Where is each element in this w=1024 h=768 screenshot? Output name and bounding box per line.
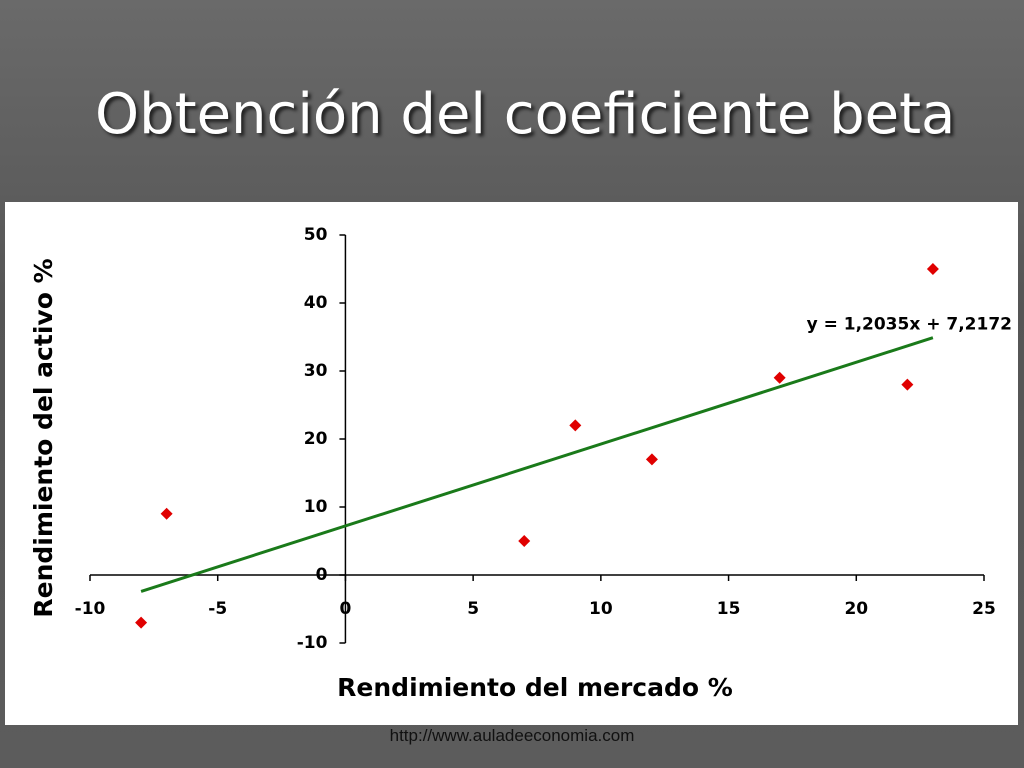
slide-title: Obtención del coeficiente beta [95,82,956,147]
y-axis-label: Rendimiento del activo % [29,258,58,617]
y-tick-label: 30 [304,361,328,381]
y-tick-label: 10 [304,497,328,517]
data-point [901,378,914,391]
x-tick-label: 10 [589,599,613,619]
x-tick-label: -10 [75,599,106,619]
x-axis-label: Rendimiento del mercado % [337,673,733,702]
footer-url: http://www.auladeeconomia.com [389,726,635,745]
x-tick-label: 15 [717,599,741,619]
x-tick-label: 0 [340,599,352,619]
y-tick-label: 50 [304,225,328,245]
trend-line [140,336,934,593]
x-tick-label: 5 [467,599,479,619]
y-tick-label: 0 [316,565,328,585]
chart-panel [5,202,1018,725]
y-tick-label: 40 [304,293,328,313]
x-tick-label: 20 [844,599,868,619]
y-tick-label: 20 [304,429,328,449]
data-point [773,371,786,384]
data-point [160,507,173,520]
data-point [518,535,531,547]
data-point [645,453,658,466]
y-tick-label: -10 [297,633,328,653]
x-tick-label: -5 [208,599,227,619]
data-point [926,263,939,275]
trend-equation: y = 1,2035x + 7,2172 [807,315,1012,335]
x-tick-label: 25 [972,599,996,619]
data-point [569,419,582,432]
data-point [135,616,148,629]
